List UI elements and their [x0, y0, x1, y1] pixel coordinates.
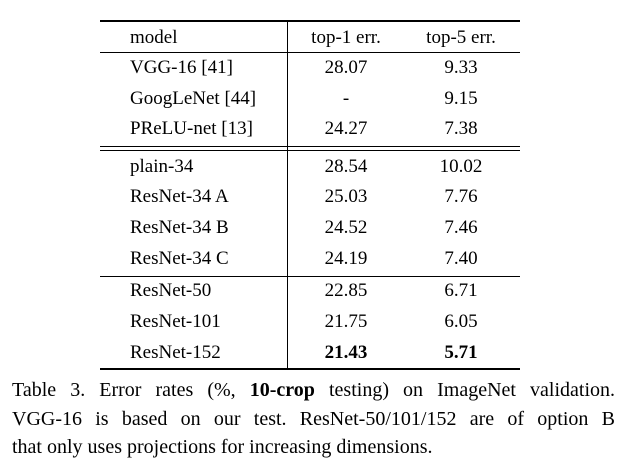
error-cell: 7.46: [444, 217, 478, 238]
error-cell: 9.33: [444, 57, 478, 78]
error-cell: 24.27: [324, 118, 368, 139]
error-cell: 5.71: [444, 342, 478, 363]
model-cell: ResNet-101: [130, 311, 221, 332]
error-cell: 9.15: [444, 88, 478, 109]
error-cell: 6.05: [444, 311, 478, 332]
top-rule: [100, 20, 520, 22]
model-cell: ResNet-34 A: [130, 186, 229, 207]
double-rule-upper: [100, 146, 520, 147]
error-cell: 6.71: [444, 280, 478, 301]
model-cell: plain-34: [130, 156, 194, 177]
header-cell: model: [130, 27, 178, 48]
model-cell: ResNet-34 B: [130, 217, 229, 238]
group-rule: [100, 276, 520, 277]
error-cell: 7.76: [444, 186, 478, 207]
error-cell: 28.54: [324, 156, 368, 177]
error-cell: 7.40: [444, 248, 478, 269]
model-cell: GoogLeNet [44]: [130, 88, 257, 109]
header-cell: top-1 err.: [311, 27, 381, 48]
caption-bold: 10-crop: [249, 379, 315, 401]
double-rule-lower: [100, 150, 520, 151]
error-cell: 21.75: [324, 311, 368, 332]
error-cell: 28.07: [324, 57, 368, 78]
error-cell: 7.38: [444, 118, 478, 139]
error-cell: -: [342, 88, 350, 109]
model-cell: ResNet-50: [130, 280, 212, 301]
header-rule: [100, 52, 520, 53]
caption-line: Table 3. Error rates (%, 10-crop testing…: [12, 378, 615, 402]
caption-line: VGG-16 is based on our test. ResNet-50/1…: [12, 408, 615, 430]
bottom-rule: [100, 368, 520, 370]
model-cell: ResNet-34 C: [130, 248, 229, 269]
model-cell: VGG-16 [41]: [130, 57, 233, 78]
model-cell: PReLU-net [13]: [130, 118, 253, 139]
error-cell: 22.85: [324, 280, 368, 301]
error-cell: 25.03: [324, 186, 368, 207]
caption-line: that only uses projections for increasin…: [12, 436, 433, 458]
caption-text: testing) on ImageNet validation.: [314, 379, 615, 401]
error-cell: 24.19: [324, 248, 368, 269]
error-cell: 24.52: [324, 217, 368, 238]
column-rule: [287, 20, 288, 369]
error-cell: 21.43: [324, 342, 368, 363]
error-cell: 10.02: [439, 156, 483, 177]
caption-text: Table 3. Error rates (%,: [12, 379, 250, 401]
header-cell: top-5 err.: [426, 27, 496, 48]
model-cell: ResNet-152: [130, 342, 221, 363]
